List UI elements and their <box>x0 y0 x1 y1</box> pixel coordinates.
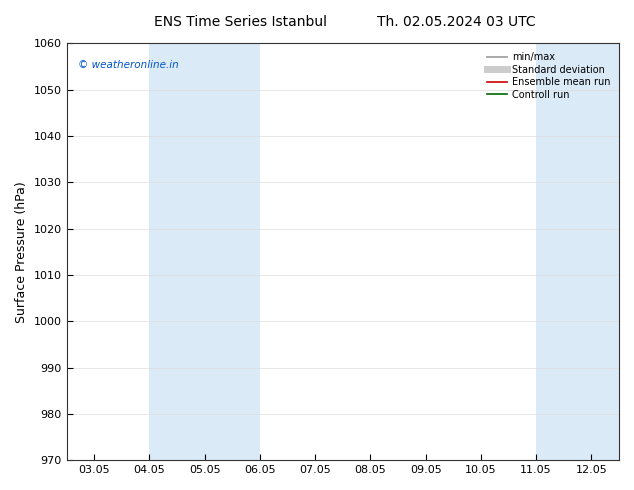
Text: © weatheronline.in: © weatheronline.in <box>77 60 178 70</box>
Bar <box>536 44 619 460</box>
Bar <box>150 44 260 460</box>
Legend: min/max, Standard deviation, Ensemble mean run, Controll run: min/max, Standard deviation, Ensemble me… <box>484 49 614 103</box>
Text: ENS Time Series Istanbul: ENS Time Series Istanbul <box>155 15 327 29</box>
Text: Th. 02.05.2024 03 UTC: Th. 02.05.2024 03 UTC <box>377 15 536 29</box>
Y-axis label: Surface Pressure (hPa): Surface Pressure (hPa) <box>15 181 28 323</box>
